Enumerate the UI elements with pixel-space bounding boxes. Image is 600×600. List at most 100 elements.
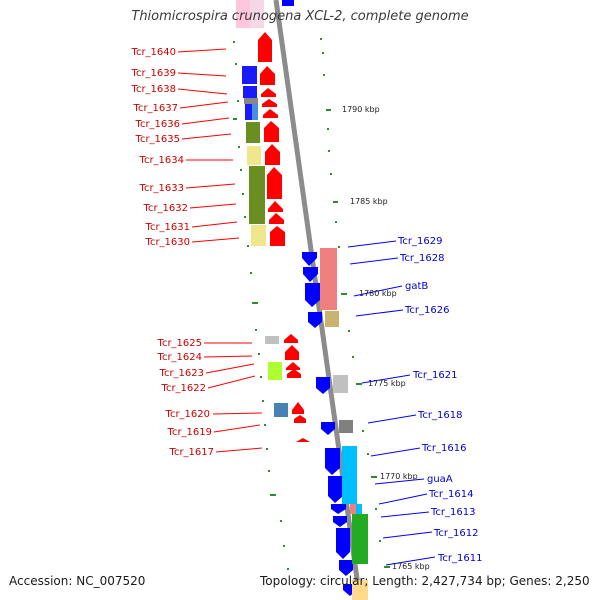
- gene-label[interactable]: Tcr_1630: [145, 237, 190, 248]
- gene-arrow-tcr-1632[interactable]: [268, 201, 283, 212]
- gene-label[interactable]: guaA: [427, 474, 453, 485]
- gene-arrow-tcr-1614[interactable]: [331, 504, 346, 514]
- reverse-leader-lines: [347, 240, 436, 566]
- gene-label[interactable]: Tcr_1626: [404, 305, 449, 316]
- cog-block[interactable]: [333, 375, 348, 393]
- kbp-label: 1775 kbp: [368, 379, 406, 388]
- gene-label[interactable]: Tcr_1617: [169, 447, 214, 458]
- gene-label[interactable]: Tcr_1637: [133, 103, 178, 114]
- cog-block[interactable]: [268, 362, 282, 380]
- cog-block[interactable]: [244, 98, 258, 104]
- gene-label[interactable]: Tcr_1623: [159, 368, 204, 379]
- gene-arrow-tcr-1636[interactable]: [263, 109, 278, 118]
- gene-arrow-tcr-1621[interactable]: [316, 377, 330, 394]
- gene-label[interactable]: Tcr_1635: [135, 134, 180, 145]
- gene-label[interactable]: Tcr_1629: [397, 236, 442, 247]
- gene-arrow-tcr-1631[interactable]: [269, 213, 284, 224]
- cog-block[interactable]: [352, 580, 368, 600]
- outer-tick-marks-right: [320, 38, 390, 568]
- gene-label[interactable]: Tcr_1611: [437, 553, 482, 564]
- cog-block[interactable]: [350, 504, 356, 514]
- gene-arrow-tcr-1623[interactable]: [286, 362, 300, 370]
- gene-label[interactable]: Tcr_1612: [433, 528, 478, 539]
- gene-label[interactable]: Tcr_1628: [399, 253, 444, 264]
- cog-block[interactable]: [342, 446, 357, 504]
- genome-title: Thiomicrospira crunogena XCL-2, complete…: [131, 9, 469, 24]
- gene-label[interactable]: Tcr_1622: [161, 383, 206, 394]
- gene-label[interactable]: Tcr_1616: [421, 443, 466, 454]
- gene-label[interactable]: Tcr_1632: [143, 203, 188, 214]
- cog-block[interactable]: [274, 403, 288, 417]
- gene-arrow-tcr-1628[interactable]: [303, 267, 318, 282]
- cog-block[interactable]: [252, 104, 258, 120]
- gene-block-pink[interactable]: [236, 0, 250, 28]
- gene-label[interactable]: Tcr_1619: [167, 427, 212, 438]
- cog-block[interactable]: [242, 66, 257, 84]
- cog-block[interactable]: [352, 514, 368, 564]
- gene-arrow-tcr-1616[interactable]: [325, 448, 340, 475]
- kbp-label: 1765 kbp: [392, 562, 430, 571]
- gene-arrow-tcr-1629[interactable]: [302, 252, 317, 266]
- gene-arrow-tcr-1639[interactable]: [260, 66, 275, 85]
- gene-arrow-tcr-1611[interactable]: [339, 560, 353, 576]
- gene-label[interactable]: Tcr_1638: [131, 84, 176, 95]
- cog-block[interactable]: [251, 225, 266, 246]
- gene-arrow-tcr-1618[interactable]: [321, 422, 335, 435]
- gene-arrow-tcr-1619[interactable]: [294, 415, 306, 423]
- cog-block[interactable]: [243, 86, 257, 98]
- gene-label[interactable]: Tcr_1631: [145, 222, 190, 233]
- gene-label[interactable]: Tcr_1640: [131, 47, 176, 58]
- gene-arrow-tcr-1617[interactable]: [296, 438, 310, 442]
- gene-arrow-tcr-1620[interactable]: [292, 402, 304, 414]
- gene-arrow-tcr-1612[interactable]: [336, 528, 350, 559]
- cog-block[interactable]: [245, 104, 252, 120]
- gene-label[interactable]: Tcr_1613: [430, 507, 475, 518]
- gene-arrow-tcr-1630[interactable]: [270, 226, 285, 246]
- forward-leader-lines: [177, 48, 263, 453]
- gene-arrow-tcr-1634[interactable]: [265, 144, 280, 165]
- position-labels: 1790 kbp 1785 kbp 1780 kbp 1775 kbp 1770…: [342, 105, 430, 571]
- cog-block[interactable]: [247, 146, 261, 165]
- reverse-gene-labels: Tcr_1629 Tcr_1628 gatB Tcr_1626 Tcr_1621…: [397, 236, 482, 564]
- outer-tick-marks-left: [233, 41, 289, 570]
- gene-arrow-gatb[interactable]: [305, 283, 320, 307]
- cog-block[interactable]: [325, 311, 339, 327]
- cog-block[interactable]: [356, 504, 362, 514]
- gene-arrow-tcr-1613[interactable]: [333, 516, 347, 527]
- accession-label: Accession: NC_007520: [9, 574, 146, 588]
- gene-arrow-tcr-1624[interactable]: [285, 345, 299, 360]
- kbp-label: 1770 kbp: [380, 472, 418, 481]
- gene-label[interactable]: Tcr_1633: [139, 183, 184, 194]
- reverse-cog-blocks: [320, 248, 368, 600]
- gene-block-pink-2[interactable]: [250, 0, 264, 28]
- gene-label[interactable]: Tcr_1634: [139, 155, 184, 166]
- gene-arrow-tcr-1625[interactable]: [284, 334, 298, 343]
- gene-arrow-tcr-1638[interactable]: [261, 88, 276, 97]
- forward-strand-genes: [258, 32, 310, 442]
- gene-arrow-tcr-1635[interactable]: [264, 121, 279, 142]
- gene-arrow-tcr-1640[interactable]: [258, 32, 272, 62]
- cog-block[interactable]: [339, 420, 353, 433]
- cog-block[interactable]: [249, 166, 265, 224]
- gene-arrow-tcr-1637[interactable]: [262, 99, 277, 107]
- cog-block[interactable]: [320, 248, 337, 310]
- gene-arrow-tcr-1622[interactable]: [287, 369, 301, 378]
- gene-label[interactable]: Tcr_1625: [157, 338, 202, 349]
- kbp-label: 1785 kbp: [350, 197, 388, 206]
- gene-label[interactable]: Tcr_1614: [428, 489, 473, 500]
- gene-arrow-tcr-1633[interactable]: [267, 167, 282, 199]
- gene-label[interactable]: gatB: [405, 281, 428, 292]
- cog-block[interactable]: [265, 336, 279, 344]
- forward-gene-labels: Tcr_1640 Tcr_1639 Tcr_1638 Tcr_1637 Tcr_…: [131, 47, 214, 458]
- gene-label[interactable]: Tcr_1618: [417, 410, 462, 421]
- gene-label[interactable]: Tcr_1624: [157, 352, 202, 363]
- gene-label[interactable]: Tcr_1636: [135, 119, 180, 130]
- gene-arrow-tcr-1626[interactable]: [308, 312, 322, 328]
- reverse-gene-top[interactable]: [282, 0, 294, 6]
- cog-block[interactable]: [246, 122, 260, 143]
- gene-arrow-guaa[interactable]: [328, 476, 343, 503]
- gene-label[interactable]: Tcr_1620: [165, 409, 210, 420]
- gene-label[interactable]: Tcr_1621: [412, 370, 457, 381]
- gene-label[interactable]: Tcr_1639: [131, 68, 176, 79]
